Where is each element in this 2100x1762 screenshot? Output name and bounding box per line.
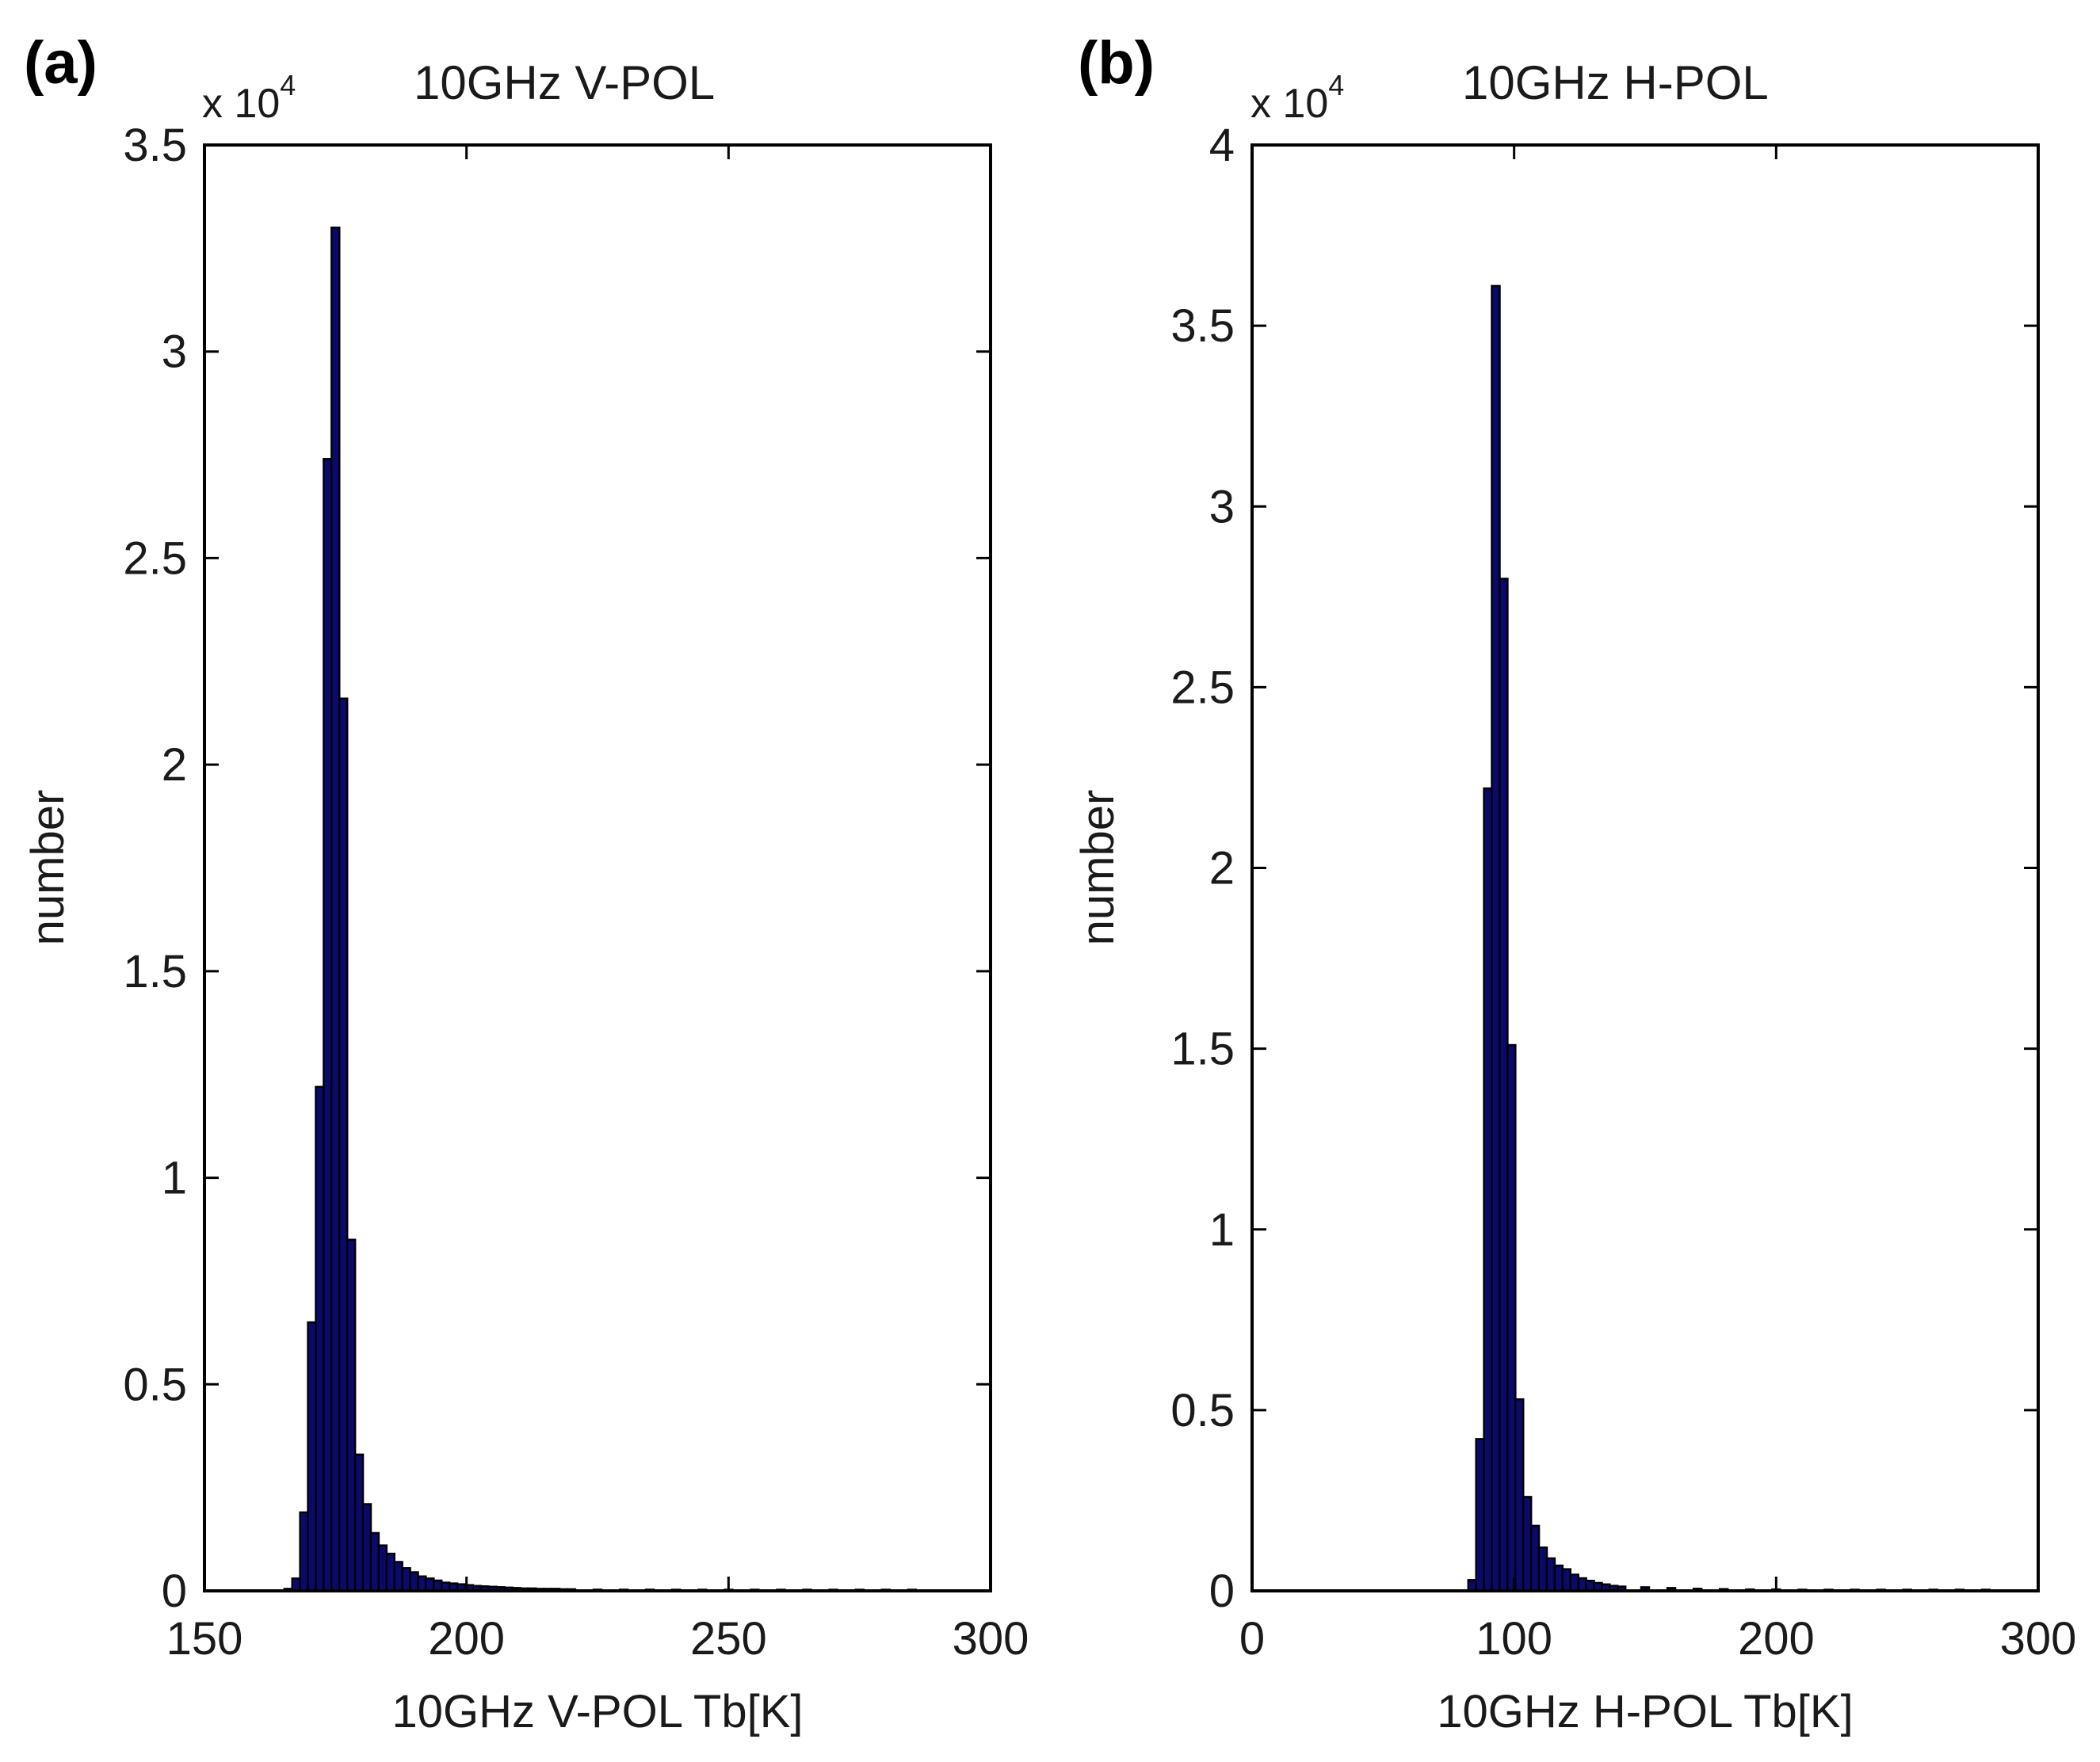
panel-a-bar (291, 1577, 301, 1592)
panel-b-ytick-label: 1.5 (1170, 1024, 1235, 1075)
panel-b-bar (1499, 578, 1509, 1592)
panel-a-ytick-label: 1.5 (123, 946, 187, 997)
panel-a-bar (385, 1552, 395, 1592)
panel-b-ytick-label: 0.5 (1170, 1385, 1235, 1436)
panel-a-bar (338, 697, 349, 1592)
panel-a-ytick-label: 3 (162, 326, 187, 378)
panel-a-xtick-label: 250 (690, 1613, 767, 1665)
panel-a-bar (346, 1238, 357, 1592)
panel-b-ytick-label: 2 (1209, 843, 1235, 894)
panel-a-ticks: 150 200 250 300 0 0.5 1 1.5 2 2.5 3 3.5 (123, 120, 1029, 1665)
panel-b-ytick-label: 4 (1209, 120, 1235, 171)
panel-b-bar (1522, 1496, 1533, 1592)
panel-b-bar (1545, 1557, 1556, 1592)
panel-b-bar (1491, 284, 1501, 1592)
panel-b-ylabel: number (1072, 790, 1124, 946)
panel-a-bar (361, 1503, 372, 1592)
panel-b-bar (1506, 1043, 1517, 1592)
panel-b-ytick-label: 1 (1209, 1204, 1235, 1256)
panel-a: (a) x 104 10GHz V-POL 150 200 250 30000.511… (22, 29, 1029, 1737)
panel-a-xtick-label: 200 (428, 1613, 505, 1665)
panel-a-ytick-label: 0 (162, 1566, 187, 1617)
panel-a-bar (330, 227, 341, 1592)
panel-a-bar (369, 1531, 380, 1592)
panel-b-y-multiplier: x 104 (1250, 69, 1344, 127)
panel-b-bar (1529, 1524, 1541, 1592)
panel-a-y-multiplier-exponent: 4 (280, 69, 296, 101)
panel-a-bar (307, 1321, 317, 1592)
panel-a-title: 10GHz V-POL (414, 56, 715, 109)
panel-a-ytick-label: 3.5 (123, 120, 187, 171)
panel-a-bar (409, 1571, 419, 1592)
panel-b-xlabel: 10GHz H-POL Tb[K] (1437, 1686, 1853, 1737)
panel-b-bar (1553, 1564, 1564, 1592)
panel-b-bar (1561, 1568, 1572, 1592)
panel-a-bar (377, 1544, 388, 1592)
panel-b-xtick-label: 100 (1476, 1613, 1552, 1665)
panel-a-ytick-label: 1 (162, 1153, 187, 1204)
panel-b-bar (1569, 1573, 1579, 1592)
panel-a-xlabel: 10GHz V-POL Tb[K] (392, 1686, 804, 1737)
panel-b-bar (1483, 787, 1493, 1592)
panel-b-ytick-label: 2.5 (1170, 662, 1235, 713)
panel-a-ylabel: number (22, 790, 74, 946)
panel-a-bar (315, 1085, 325, 1592)
panel-a-y-multiplier: x 104 (202, 69, 296, 127)
panel-a-xtick-label: 150 (166, 1613, 243, 1665)
panel-a-bar (417, 1575, 427, 1592)
panel-a-bar (401, 1567, 411, 1592)
panel-a-ytick-label: 2 (162, 739, 187, 791)
panel-b-xtick-label: 300 (2000, 1613, 2077, 1665)
panel-b-ytick-label: 3 (1209, 481, 1235, 532)
panel-a-y-multiplier-base: x 10 (202, 81, 280, 127)
panel-a-bar (323, 458, 333, 1592)
panel-b-xtick-label: 200 (1738, 1613, 1815, 1665)
panel-b-xtick-label: 0 (1239, 1613, 1265, 1665)
panel-b-bar (1475, 1438, 1485, 1592)
panel-b-axes-box (1250, 143, 2040, 1592)
panel-b-ytick-label: 0 (1209, 1566, 1235, 1617)
panel-b: (b) x 104 10GHz H-POL 0 100 200 30000.511.5… (1072, 29, 2076, 1737)
panel-a-bar (425, 1577, 435, 1592)
panel-a-axes-box (203, 143, 992, 1592)
panel-b-label: (b) (1078, 29, 1155, 97)
panel-b-bar (1467, 1579, 1477, 1592)
panel-a-bar (299, 1511, 309, 1592)
panel-b-ytick-label: 3.5 (1170, 300, 1235, 352)
panel-b-bar (1514, 1398, 1525, 1592)
panel-b-title: 10GHz H-POL (1462, 56, 1769, 109)
panel-b-y-multiplier-exponent: 4 (1328, 69, 1344, 101)
panel-a-xtick-label: 300 (953, 1613, 1029, 1665)
panel-a-bar (393, 1561, 403, 1592)
panel-a-label: (a) (24, 29, 97, 97)
panel-a-ytick-label: 0.5 (123, 1359, 187, 1410)
panel-a-bar (353, 1453, 365, 1592)
panel-b-bar (1537, 1547, 1548, 1592)
panel-b-bar (1577, 1577, 1587, 1592)
panel-b-y-multiplier-base: x 10 (1250, 81, 1328, 127)
panel-b-bars (1467, 284, 1991, 1592)
panel-a-bars (283, 227, 918, 1592)
panel-b-ticks: 0 100 200 300 0 0.5 1 1.5 2 2.5 3 3.5 4 (1170, 120, 2076, 1665)
panel-a-ytick-label: 2.5 (123, 532, 187, 584)
